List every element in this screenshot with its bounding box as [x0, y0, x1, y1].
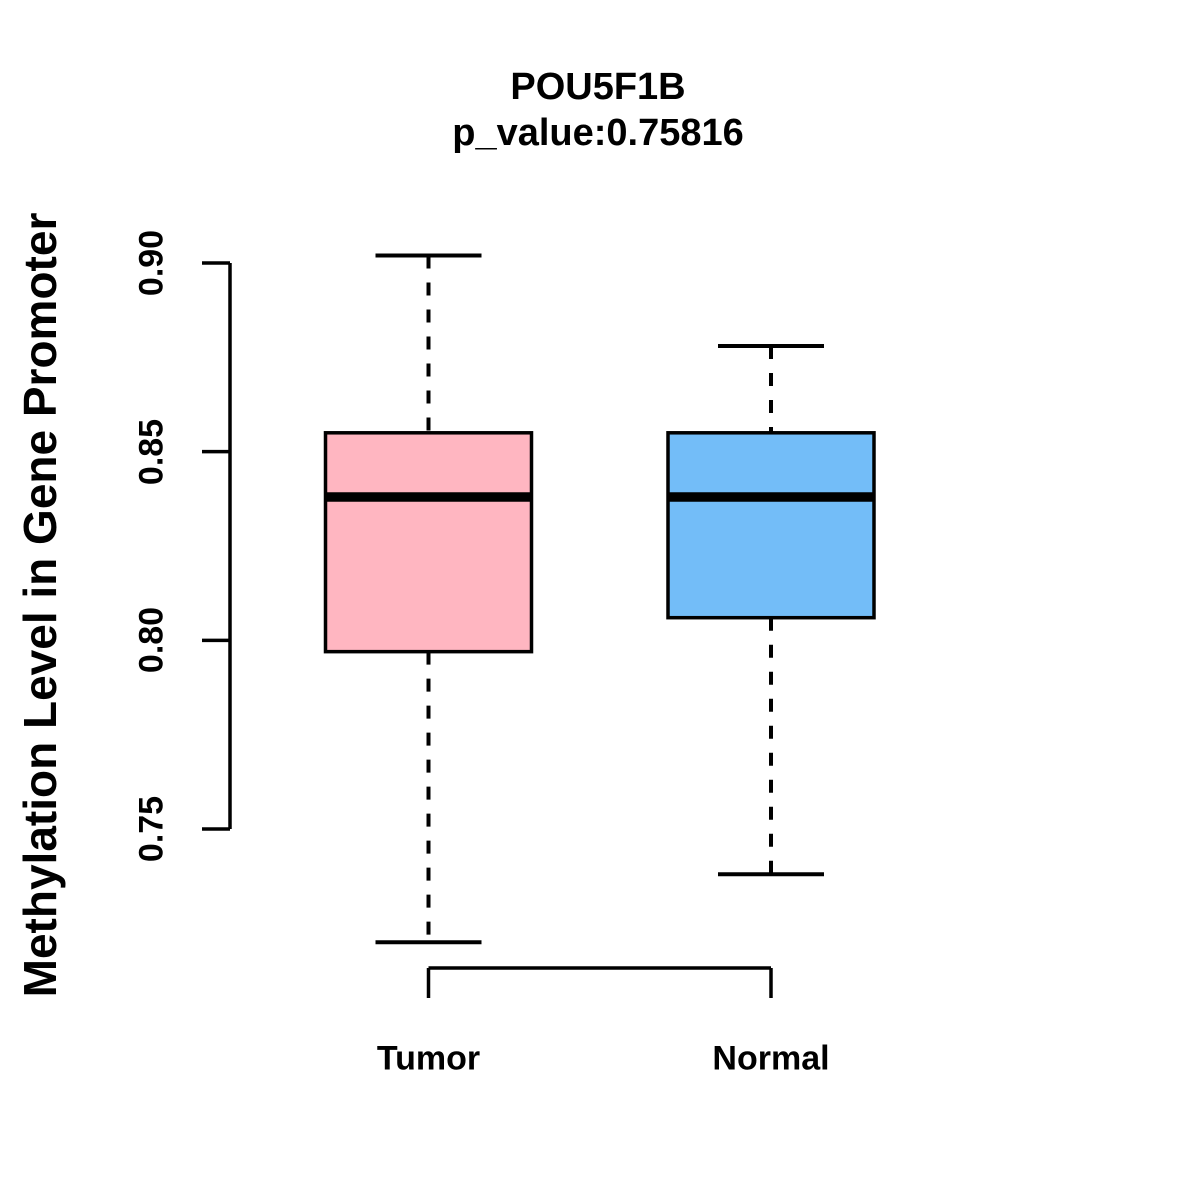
- y-tick-label-0.85: 0.85: [132, 418, 171, 485]
- normal-box: [666, 431, 876, 620]
- chart-title: POU5F1B: [510, 66, 686, 108]
- y-axis-title: Methylation Level in Gene Promoter: [14, 212, 66, 998]
- chart-title-block: POU5F1B p_value:0.75816: [230, 64, 966, 156]
- y-tick-label-0.75: 0.75: [132, 795, 171, 863]
- y-tick-label-0.90: 0.90: [132, 229, 171, 297]
- tumor-box: [323, 431, 534, 654]
- x-category-label-normal: Normal: [712, 1039, 830, 1078]
- chart-subtitle: p_value:0.75816: [452, 112, 744, 154]
- x-category-label-tumor: Tumor: [376, 1039, 481, 1078]
- y-tick-label-0.80: 0.80: [132, 607, 171, 674]
